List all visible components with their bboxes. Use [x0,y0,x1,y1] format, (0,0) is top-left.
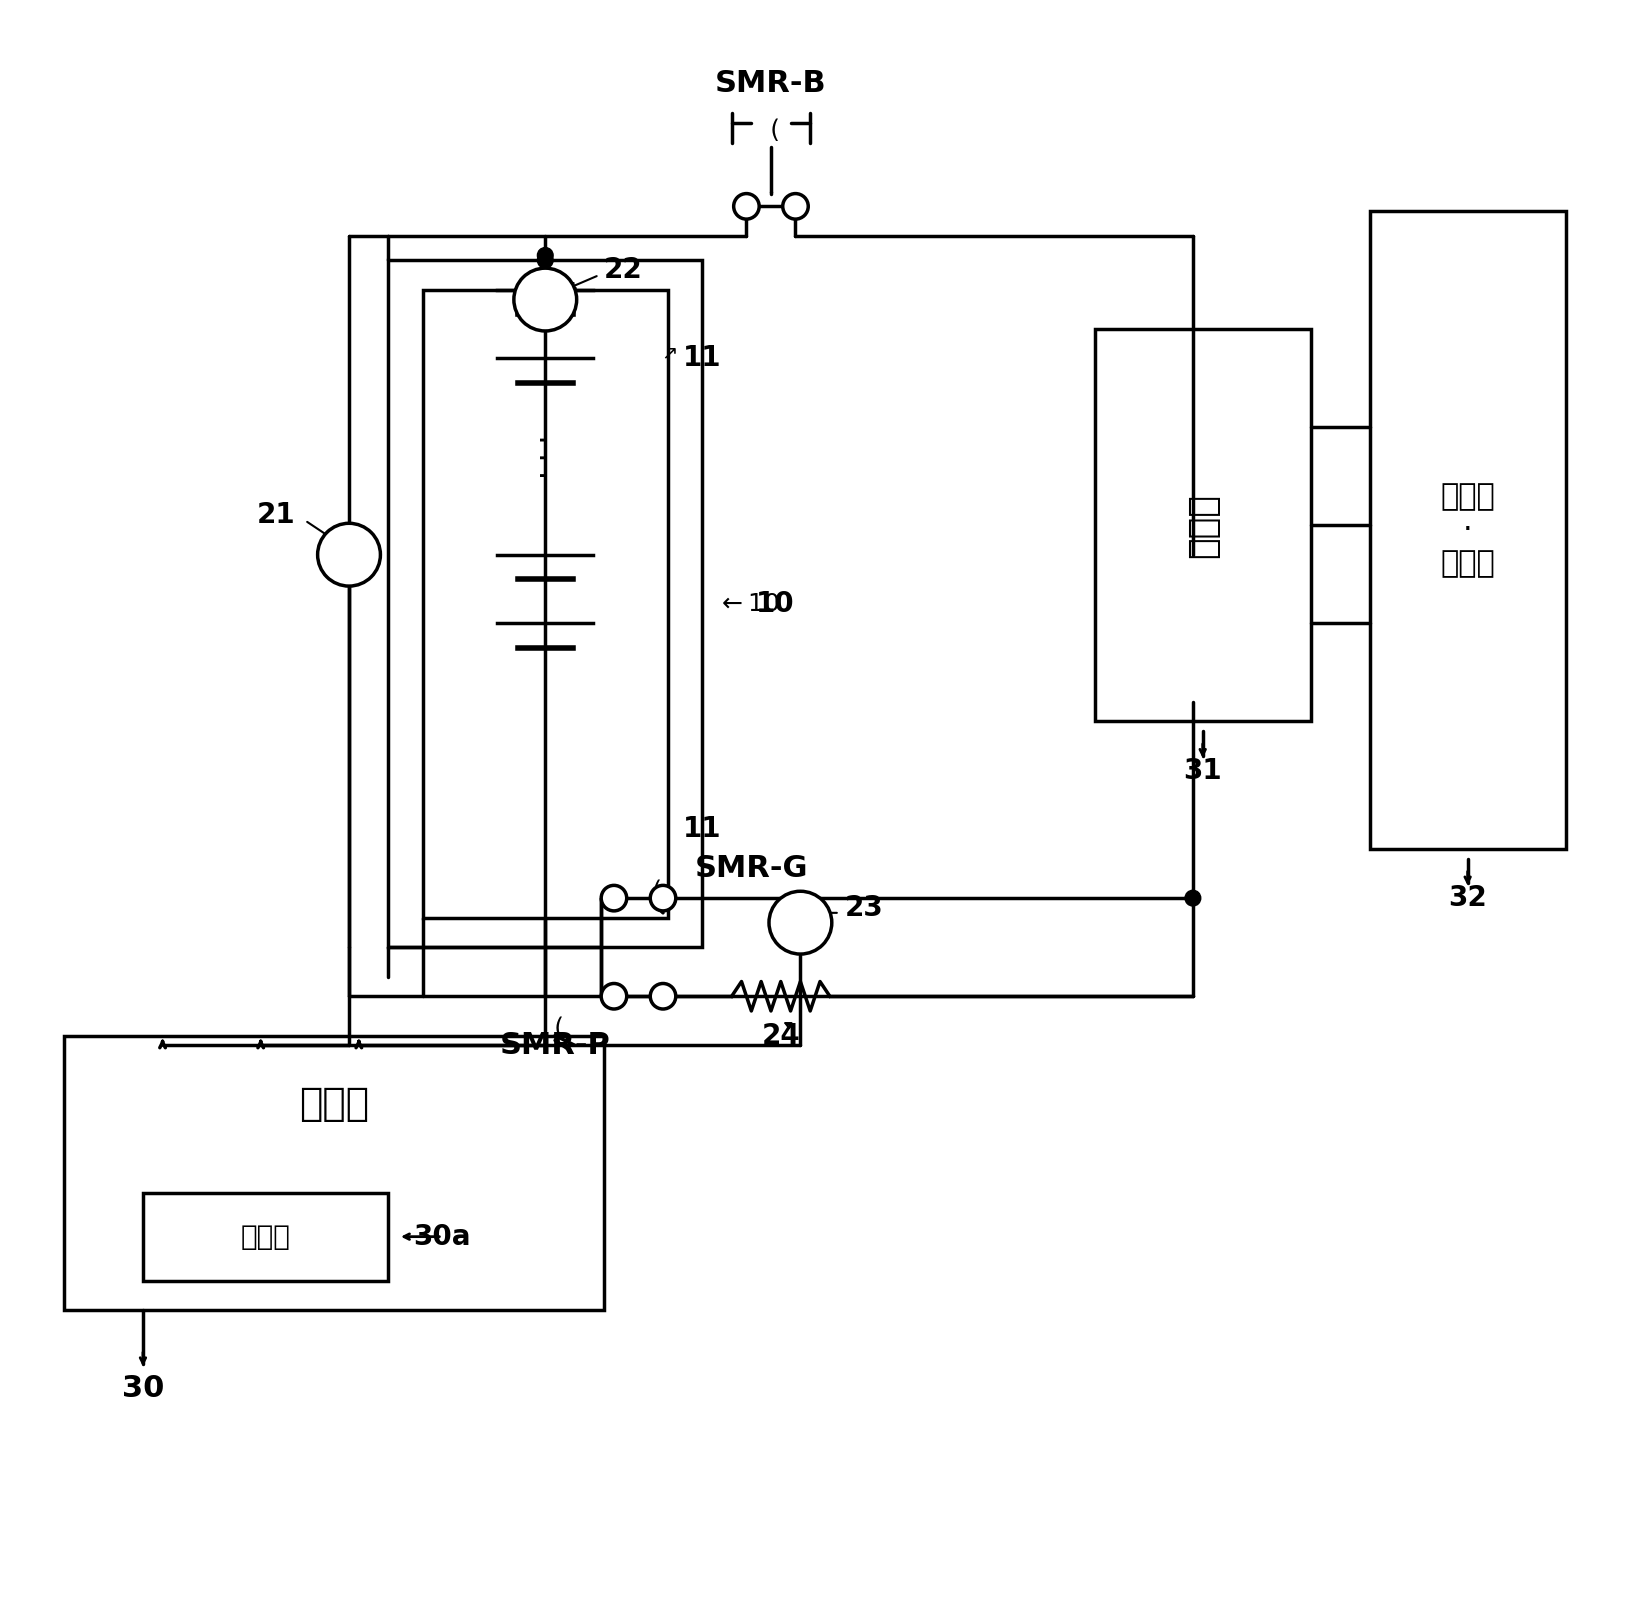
Text: 21: 21 [256,501,296,530]
Text: T: T [793,912,808,933]
Text: 11: 11 [683,816,721,843]
Bar [422,290,668,918]
Circle shape [734,194,759,219]
Text: 30a: 30a [412,1222,470,1251]
Text: ): ) [649,877,658,901]
Text: 23: 23 [844,894,883,922]
Circle shape [768,891,832,954]
Circle shape [537,248,553,264]
Circle shape [650,984,677,1010]
Bar [64,1035,604,1310]
Text: SMR-P: SMR-P [499,1030,611,1059]
Text: 24: 24 [762,1021,800,1050]
Bar [1095,330,1310,722]
Text: 32: 32 [1448,885,1488,912]
Bar [143,1192,388,1282]
Text: 逆变器: 逆变器 [1186,493,1220,558]
Text: V: V [340,544,358,565]
Text: 电动机
·
发电机: 电动机 · 发电机 [1440,482,1494,578]
Text: $\nearrow$: $\nearrow$ [658,344,678,363]
Text: 31: 31 [1184,757,1222,784]
Text: SMR-B: SMR-B [716,69,828,98]
Text: 30: 30 [122,1374,164,1403]
Text: A: A [537,290,553,309]
Text: 10: 10 [757,590,795,618]
Text: 控制器: 控制器 [299,1085,369,1123]
Text: ): ) [767,115,775,139]
Bar [1369,211,1566,850]
Circle shape [537,253,553,269]
Circle shape [1186,890,1200,906]
Circle shape [650,885,677,910]
Circle shape [317,523,381,586]
Text: 22: 22 [604,256,644,285]
Text: 11: 11 [683,344,721,373]
Circle shape [514,269,576,331]
Circle shape [601,885,627,910]
Circle shape [601,984,627,1010]
Text: $\leftarrow$10: $\leftarrow$10 [718,592,780,616]
Text: SMR-G: SMR-G [695,854,808,883]
Text: 存储器: 存储器 [241,1222,291,1251]
Bar [388,261,703,947]
Circle shape [783,194,808,219]
Text: · · ·: · · · [532,434,560,478]
Text: ): ) [550,1014,560,1038]
